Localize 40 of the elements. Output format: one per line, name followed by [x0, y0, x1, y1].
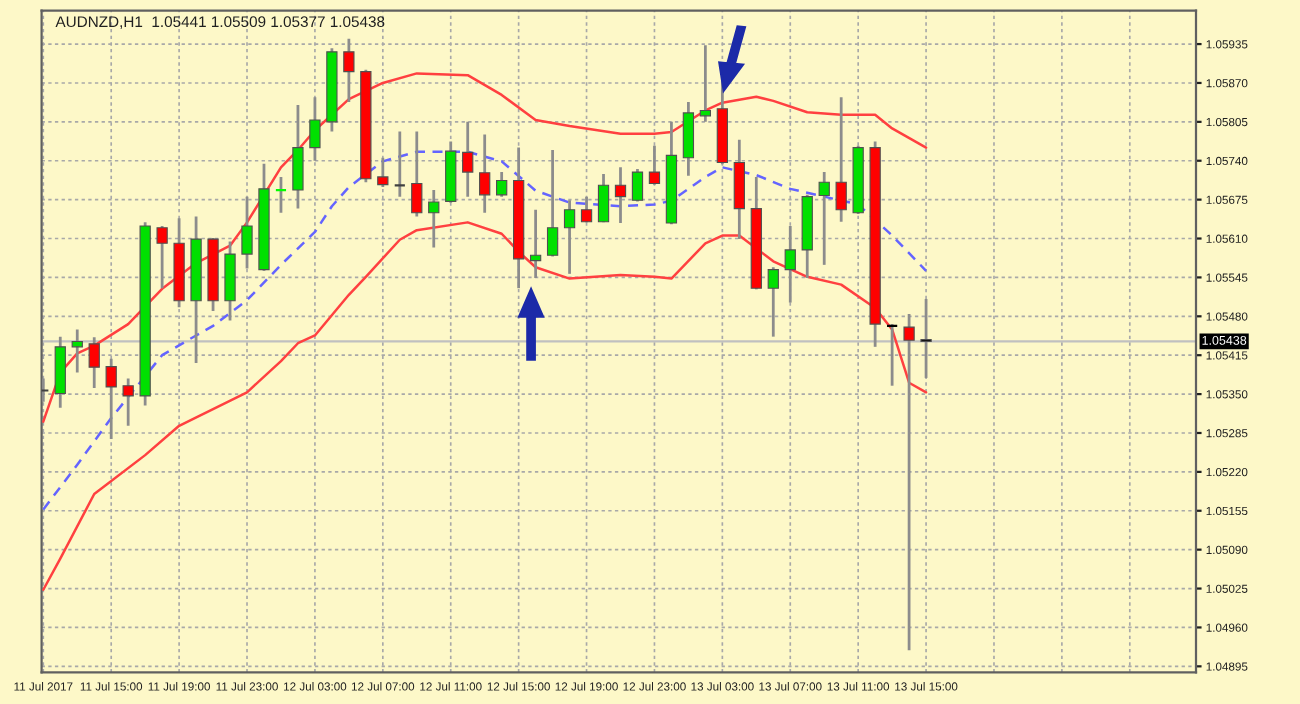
candlestick: [393, 130, 407, 199]
candlestick: [105, 357, 117, 441]
candlestick: [885, 322, 899, 388]
candlestick: [71, 328, 83, 374]
candlestick: [156, 224, 168, 290]
candlestick: [648, 144, 661, 187]
candlestick: [546, 148, 559, 258]
candlestick: [903, 312, 915, 652]
line-series: [42, 72, 928, 423]
candlestick: [343, 37, 355, 104]
candlestick: [580, 195, 593, 224]
candlestick: [479, 133, 491, 215]
candlestick: [597, 172, 610, 224]
candlestick: [614, 165, 627, 225]
candlestick: [309, 95, 321, 163]
candlestick: [428, 188, 440, 249]
candlestick: [818, 170, 830, 267]
candlestick: [274, 175, 288, 215]
line-series: [42, 221, 928, 591]
candlestick: [767, 265, 779, 339]
candlestick: [411, 130, 423, 218]
candlestick: [699, 43, 712, 124]
candlestick: [462, 120, 474, 199]
candlestick: [529, 208, 542, 280]
line-series: [42, 150, 928, 511]
candlestick: [733, 138, 745, 241]
candlestick: [682, 100, 695, 178]
candlestick: [631, 167, 644, 203]
candlestick: [496, 170, 508, 199]
candlestick: [292, 103, 304, 210]
candlestick: [920, 297, 932, 380]
candlestick: [54, 335, 66, 410]
candlestick: [122, 377, 134, 428]
candlestick: [241, 195, 253, 270]
candlestick: [224, 240, 236, 322]
candlestick: [88, 335, 100, 390]
candlestick: [563, 198, 576, 276]
candlestick: [784, 224, 796, 304]
candlestick: [377, 156, 389, 189]
candlestick: [835, 95, 847, 224]
